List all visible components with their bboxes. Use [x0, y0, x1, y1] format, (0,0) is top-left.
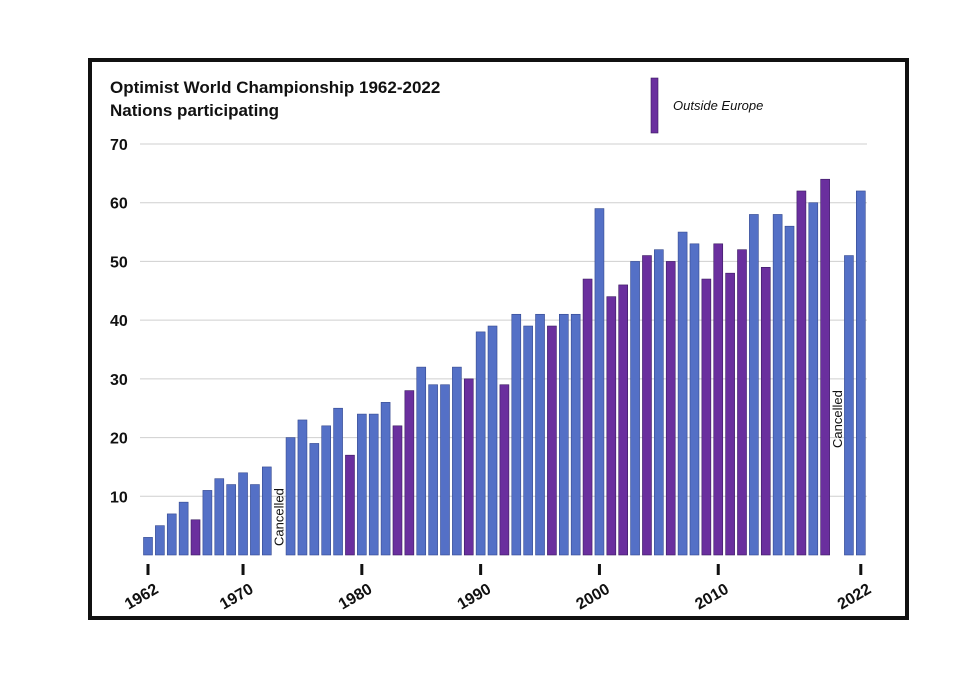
bar-1975	[297, 419, 308, 556]
bar-2014	[760, 266, 771, 556]
bar-2004	[642, 255, 652, 556]
x-tick-label: 2010	[692, 581, 731, 614]
bar-2011	[725, 272, 735, 556]
bar-1976	[309, 443, 320, 556]
bar-1979	[345, 454, 355, 556]
chart-frame	[88, 58, 909, 620]
bar-2008	[689, 243, 700, 556]
x-tick-mark	[241, 564, 245, 575]
bar-1996	[547, 325, 557, 556]
bar-1998	[570, 313, 581, 556]
y-tick-label: 50	[110, 254, 128, 271]
bar-1974	[285, 437, 296, 556]
bar-1982	[380, 402, 391, 556]
bar-2022	[855, 190, 866, 556]
y-tick-label: 60	[110, 196, 128, 213]
cancelled-label: Cancelled	[830, 390, 845, 448]
bar-1980	[357, 413, 367, 556]
x-tick-label: 1980	[336, 581, 375, 614]
y-tick-label: 40	[110, 313, 128, 330]
bar-1989	[463, 378, 474, 556]
bar-2005	[654, 249, 664, 556]
bar-2013	[749, 214, 759, 556]
chart-title: Optimist World Championship 1962-2022	[110, 78, 440, 97]
bar-1969	[226, 484, 236, 556]
bar-1966	[190, 519, 201, 556]
bar-2010	[713, 243, 724, 556]
legend-label: Outside Europe	[673, 98, 763, 113]
x-tick-label: 2022	[835, 581, 874, 614]
bar-2021	[844, 255, 854, 556]
bar-1986	[428, 384, 438, 556]
bar-1994	[523, 325, 533, 556]
bar-2012	[737, 249, 747, 556]
x-tick-label: 1990	[455, 581, 494, 614]
bar-1983	[392, 425, 403, 556]
bar-1985	[416, 366, 427, 556]
bar-1997	[558, 313, 569, 556]
x-tick-mark	[146, 564, 150, 575]
bar-2016	[784, 225, 795, 556]
bar-2017	[796, 190, 807, 556]
bar-1990	[475, 331, 486, 556]
bar-1962	[143, 537, 153, 556]
bar-1964	[166, 513, 177, 556]
bar-1992	[499, 384, 510, 556]
bar-1987	[440, 384, 450, 556]
cancelled-label: Cancelled	[272, 488, 287, 546]
y-tick-label: 10	[110, 489, 128, 506]
bar-2009	[701, 278, 712, 556]
legend-swatch	[650, 77, 659, 134]
bar-1977	[321, 425, 332, 556]
x-tick-mark	[360, 564, 364, 575]
bar-2002	[618, 284, 629, 556]
y-tick-label: 20	[110, 431, 128, 448]
bar-1981	[368, 413, 379, 556]
y-tick-label: 30	[110, 372, 128, 389]
bar-1993	[511, 313, 522, 556]
bar-1984	[404, 390, 415, 556]
bar-1972	[261, 466, 272, 556]
bar-1991	[487, 325, 498, 556]
x-tick-mark	[597, 564, 601, 575]
bar-1970	[238, 472, 248, 556]
bar-1995	[535, 313, 545, 556]
bar-2001	[606, 296, 617, 556]
x-tick-label: 1970	[217, 581, 256, 614]
bar-1968	[214, 478, 225, 556]
bar-2015	[772, 214, 783, 556]
bar-2019	[820, 178, 830, 556]
bar-1978	[333, 407, 343, 556]
x-tick-mark	[859, 564, 863, 575]
x-tick-mark	[716, 564, 720, 575]
bar-2007	[677, 231, 688, 556]
bar-2018	[808, 202, 819, 556]
x-tick-label: 1962	[122, 581, 161, 614]
bar-1967	[202, 490, 213, 556]
bar-1963	[155, 525, 165, 556]
chart-subtitle: Nations participating	[110, 101, 279, 120]
bar-2006	[665, 261, 676, 556]
bar-2003	[630, 261, 640, 556]
y-tick-label: 70	[110, 137, 128, 154]
bar-2000	[594, 208, 605, 556]
x-tick-label: 2000	[574, 581, 613, 614]
bar-1965	[178, 501, 189, 556]
bar-1999	[582, 278, 593, 556]
bar-1988	[452, 366, 462, 556]
bar-1971	[250, 484, 260, 556]
x-tick-mark	[479, 564, 483, 575]
